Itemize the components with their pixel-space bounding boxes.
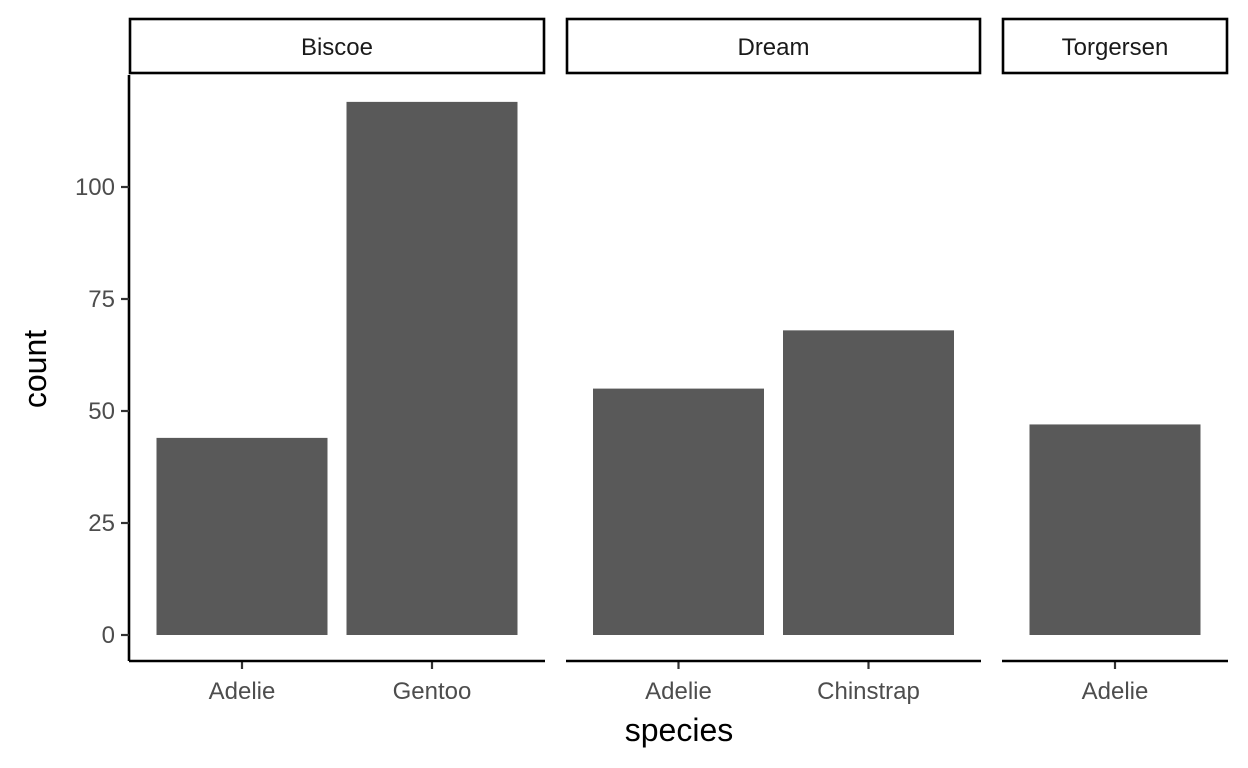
facets: Biscoe Adelie Gentoo Dream Adelie Chinstrap To… [128, 17, 1229, 705]
facet-strip [128, 17, 546, 75]
x-tick-label: Gentoo [393, 678, 472, 705]
x-tick-label: Adelie [645, 678, 712, 705]
facet-panel: Torgersen Adelie [1001, 17, 1229, 705]
x-tick-label: Adelie [209, 678, 276, 705]
y-tick-label: 0 [102, 622, 115, 649]
facet-strip-label: Torgersen [1062, 34, 1169, 61]
bar [346, 101, 518, 635]
facet-panel: Biscoe Adelie Gentoo [128, 17, 546, 705]
bar [1029, 424, 1201, 635]
x-axis-title: species [625, 712, 734, 748]
y-tick-label: 25 [88, 510, 115, 537]
y-tick-label: 75 [88, 286, 115, 313]
facet-strip [565, 17, 982, 75]
y-axis: 0 25 50 75 100 [75, 75, 131, 661]
y-tick-label: 50 [88, 398, 115, 425]
x-tick-label: Adelie [1082, 678, 1149, 705]
facet-strip [1001, 17, 1229, 75]
x-tick-label: Chinstrap [817, 678, 920, 705]
y-axis-title: count [17, 330, 53, 408]
facet-strip-label: Biscoe [301, 34, 373, 61]
bar [783, 330, 954, 635]
bar [593, 388, 764, 635]
y-tick-label: 100 [75, 174, 115, 201]
bar [156, 437, 328, 635]
facet-strip-label: Dream [737, 34, 809, 61]
facet-panel: Dream Adelie Chinstrap [565, 17, 982, 705]
